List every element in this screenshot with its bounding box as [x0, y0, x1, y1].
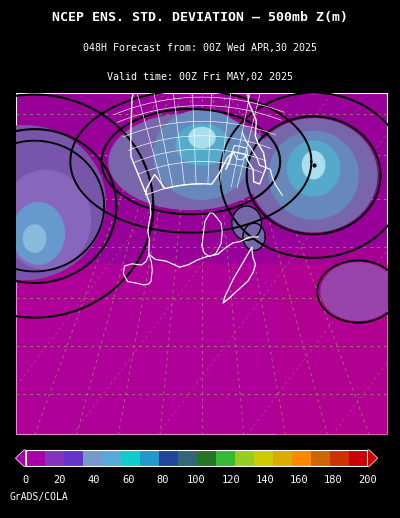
Bar [16, 264, 388, 435]
Bar [272, 450, 292, 466]
Text: 0: 0 [22, 476, 29, 485]
Bar [348, 450, 368, 466]
Bar [234, 450, 254, 466]
Bar [254, 450, 272, 466]
Text: 180: 180 [324, 476, 343, 485]
Polygon shape [109, 114, 273, 209]
Bar [26, 450, 45, 466]
Text: NCEP ENS. STD. DEVIATION – 500mb Z(m): NCEP ENS. STD. DEVIATION – 500mb Z(m) [52, 11, 348, 24]
Text: 140: 140 [256, 476, 274, 485]
Text: 20: 20 [54, 476, 66, 485]
Text: 100: 100 [187, 476, 206, 485]
Bar [310, 450, 330, 466]
Bar [292, 450, 310, 466]
Polygon shape [24, 225, 46, 252]
Bar [216, 450, 234, 466]
Bar [26, 450, 368, 466]
Text: Valid time: 00Z Fri MAY,02 2025: Valid time: 00Z Fri MAY,02 2025 [107, 73, 293, 82]
Polygon shape [12, 203, 64, 264]
Bar [45, 450, 64, 466]
Polygon shape [189, 127, 215, 148]
Bar [102, 450, 121, 466]
Text: 200: 200 [358, 476, 377, 485]
Text: 120: 120 [221, 476, 240, 485]
Bar [64, 450, 83, 466]
Bar [159, 450, 178, 466]
Text: 40: 40 [88, 476, 100, 485]
Text: 048H Forecast from: 00Z Wed APR,30 2025: 048H Forecast from: 00Z Wed APR,30 2025 [83, 44, 317, 53]
Bar [178, 450, 196, 466]
Bar [276, 247, 388, 435]
Polygon shape [176, 124, 228, 165]
Bar [140, 450, 159, 466]
Bar [83, 450, 102, 466]
Text: GrADS/COLA: GrADS/COLA [10, 492, 69, 502]
Text: 80: 80 [156, 476, 169, 485]
Polygon shape [302, 151, 325, 179]
Bar [196, 450, 216, 466]
Polygon shape [154, 110, 250, 199]
Polygon shape [250, 119, 377, 232]
Polygon shape [232, 206, 262, 240]
Polygon shape [1, 170, 90, 269]
FancyArrow shape [368, 450, 378, 466]
FancyArrow shape [16, 450, 26, 466]
Bar [330, 450, 348, 466]
Polygon shape [269, 132, 358, 219]
Polygon shape [321, 263, 396, 320]
Text: 160: 160 [290, 476, 308, 485]
Bar [121, 450, 140, 466]
Polygon shape [243, 223, 265, 251]
Text: 60: 60 [122, 476, 134, 485]
Polygon shape [288, 141, 340, 196]
Polygon shape [0, 126, 105, 280]
